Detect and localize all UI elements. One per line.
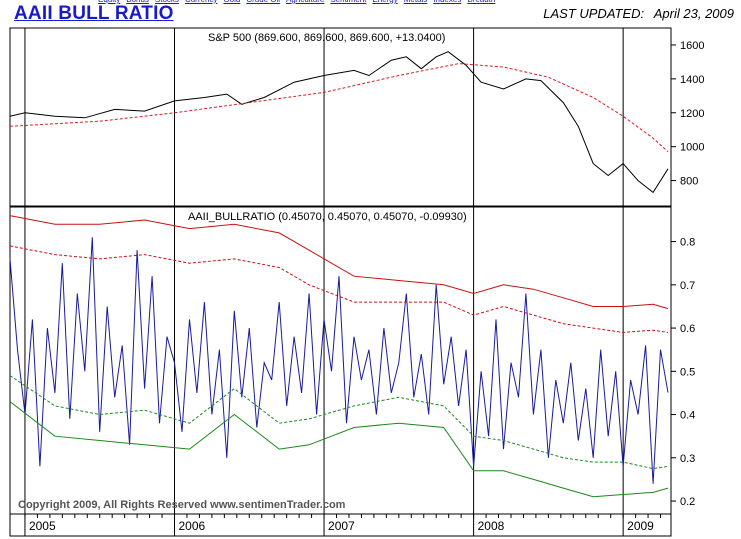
nav-link[interactable]: Breadth: [467, 0, 495, 4]
nav-link[interactable]: Equity: [98, 0, 120, 4]
nav-link[interactable]: Energy: [372, 0, 397, 4]
y-tick-label: 0.7: [680, 280, 695, 292]
nav-link[interactable]: Bonds: [126, 0, 149, 4]
y-tick-label: 0.3: [680, 453, 695, 465]
nav-link[interactable]: Gold: [223, 0, 240, 4]
sp500-y-axis: 800 1000 1200 1400 1600: [671, 40, 704, 188]
y-tick-label: 1000: [680, 142, 704, 154]
series-line-upper-band: [9, 215, 669, 310]
last-updated-label: LAST UPDATED:: [543, 6, 645, 21]
bull-ratio-panel: [9, 206, 672, 515]
y-tick-label: 1600: [680, 40, 704, 52]
series-line-lower-band: [9, 401, 669, 498]
y-tick-label: 0.2: [680, 496, 695, 508]
bull-ratio-series: [9, 215, 669, 498]
x-tick-label: 2009: [627, 519, 654, 533]
y-tick-label: 1400: [680, 74, 704, 86]
nav-link[interactable]: Sentiment: [330, 0, 366, 4]
page-title[interactable]: AAII BULL RATIO: [14, 3, 174, 24]
sp500-series: [9, 51, 669, 194]
last-updated-date: April 23, 2009: [653, 6, 734, 21]
sp500-panel: [9, 27, 672, 207]
nav-link[interactable]: Agriculture: [286, 0, 324, 4]
series-line-s-p-500: [9, 51, 669, 194]
bull-ratio-y-axis: 0.2 0.3 0.4 0.5 0.6 0.7 0.8: [671, 237, 695, 508]
y-tick-label: 0.6: [680, 323, 695, 335]
series-line-lower-dotted-band: [9, 375, 669, 470]
series-line-upper-dotted-band: [9, 245, 669, 333]
nav-link[interactable]: Crude Oil: [246, 0, 280, 4]
series-line-moving-average: [9, 63, 669, 153]
nav-link[interactable]: Stocks: [155, 0, 179, 4]
x-tick-label: 2006: [179, 519, 206, 533]
y-tick-label: 1200: [680, 108, 704, 120]
bull-ratio-title: AAII_BULLRATIO (0.45070, 0.45070, 0.4507…: [188, 211, 467, 223]
nav-link[interactable]: Currency: [185, 0, 217, 4]
y-tick-label: 0.8: [680, 237, 695, 249]
x-tick-label: 2007: [328, 519, 355, 533]
sp500-title: S&P 500 (869.600, 869.600, 869.600, +13.…: [208, 32, 445, 44]
nav-links[interactable]: Equity Bonds Stocks Currency Gold Crude Oil Ag…: [98, 0, 501, 4]
last-updated: LAST UPDATED: April 23, 2009: [543, 6, 734, 21]
copyright: Copyright 2009, All Rights Reserved www.…: [18, 499, 346, 511]
x-axis-bar: [9, 513, 672, 537]
x-tick-label: 2005: [29, 519, 56, 533]
x-axis: 2005 2006 2007 2008 2009: [24, 514, 662, 533]
y-tick-label: 0.4: [680, 410, 695, 422]
nav-link[interactable]: Metals: [404, 0, 428, 4]
y-tick-label: 800: [680, 176, 698, 188]
series-line-aaii-bull-ratio: [9, 237, 669, 484]
x-tick-label: 2008: [478, 519, 505, 533]
y-tick-label: 0.5: [680, 366, 695, 378]
nav-link[interactable]: Indexes: [433, 0, 461, 4]
